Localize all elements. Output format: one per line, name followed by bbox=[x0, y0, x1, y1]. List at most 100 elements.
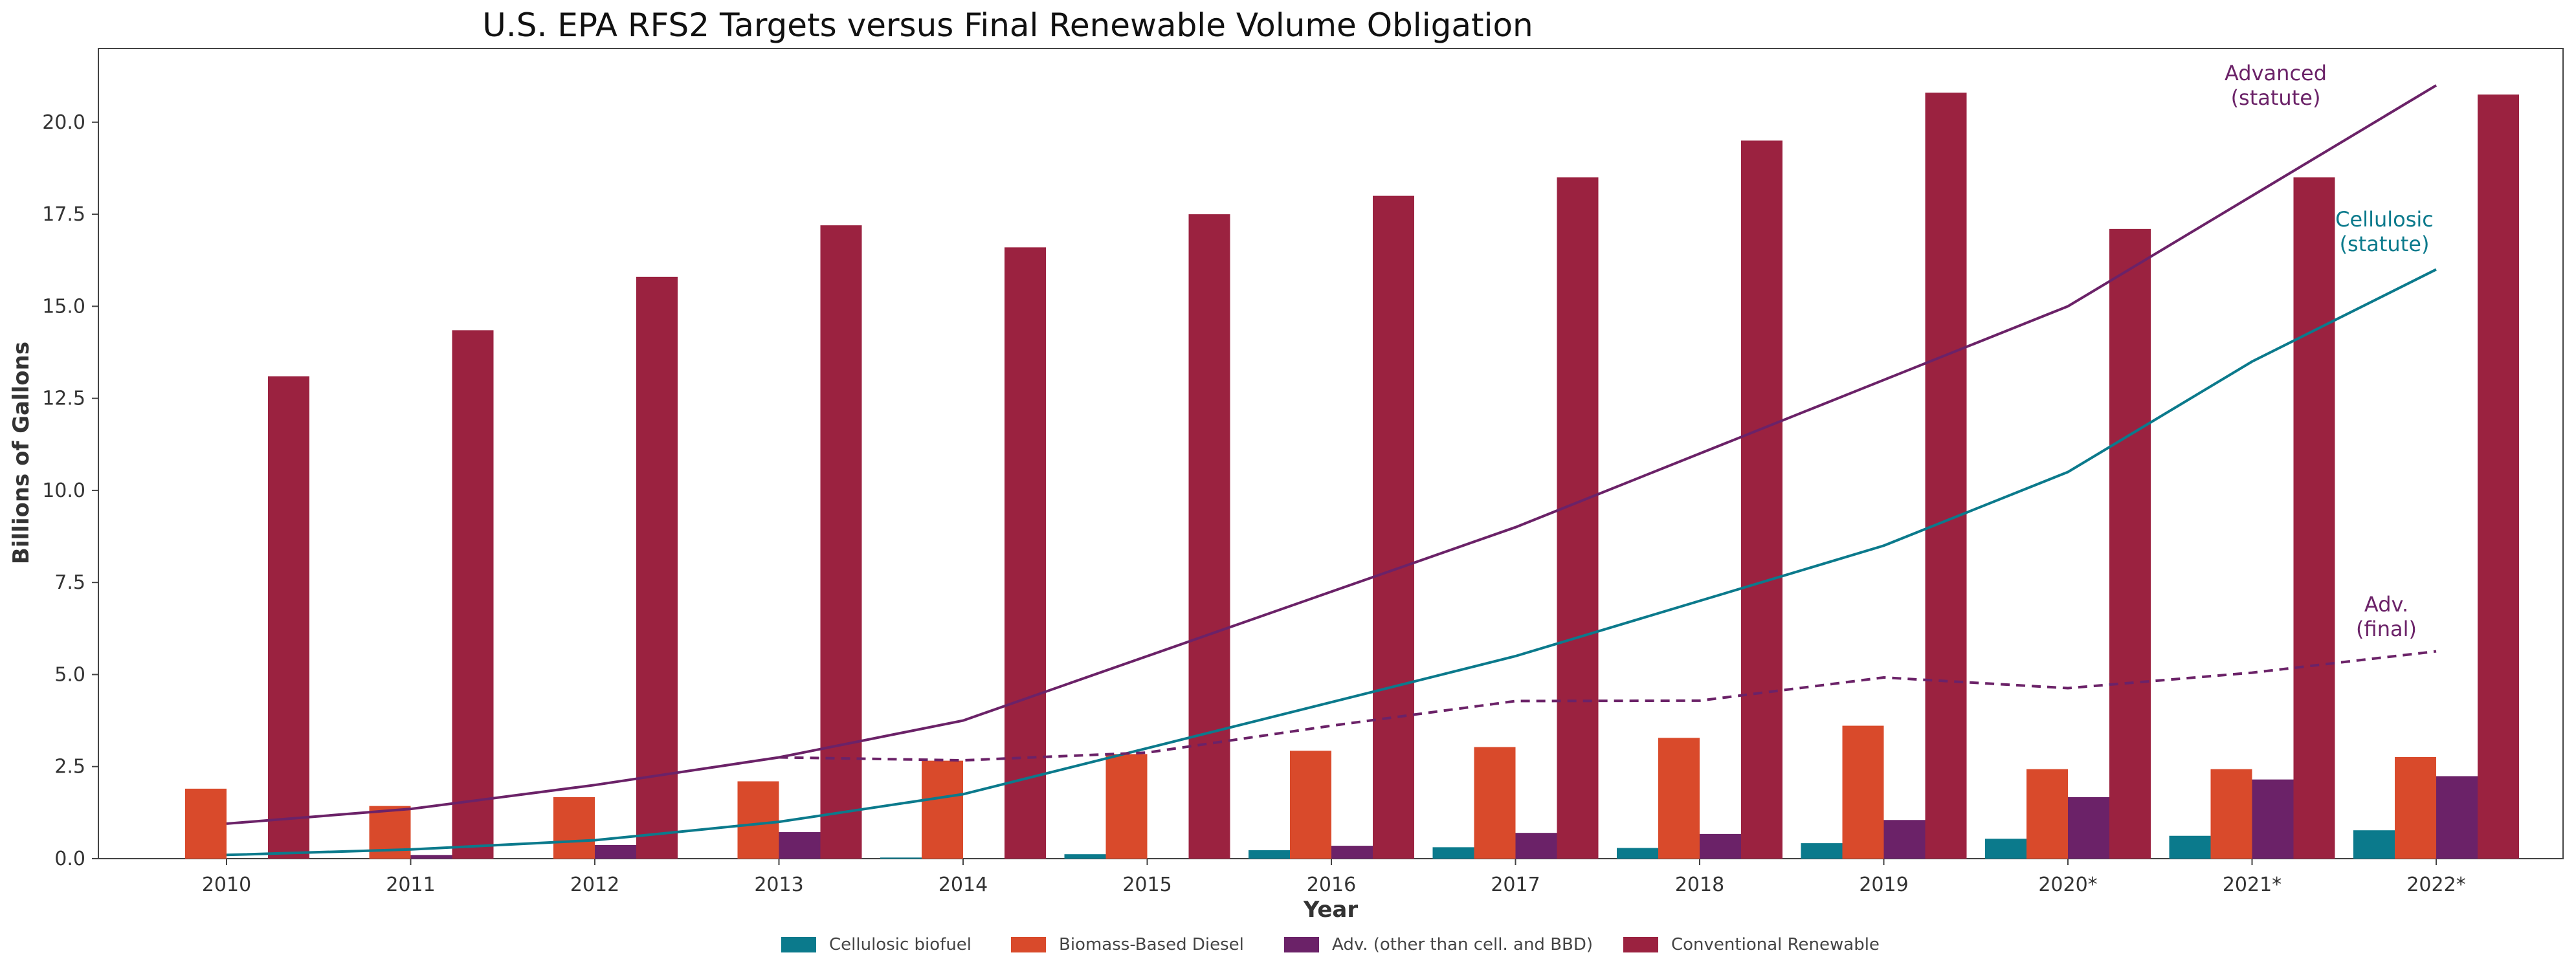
annotations-group: Advanced(statute)Cellulosic(statute)Adv.… bbox=[2225, 61, 2434, 641]
bar bbox=[553, 797, 595, 859]
legend-label: Adv. (other than cell. and BBD) bbox=[1332, 935, 1593, 954]
line-annotation: Adv. bbox=[2364, 592, 2408, 617]
bar bbox=[2353, 830, 2395, 859]
line-annotation: (final) bbox=[2356, 617, 2417, 641]
bar-series bbox=[410, 776, 2478, 859]
bar bbox=[1064, 854, 1106, 859]
bar bbox=[1700, 833, 1741, 859]
line bbox=[226, 268, 2437, 857]
bar bbox=[410, 855, 452, 859]
bar bbox=[1515, 833, 1557, 859]
bar bbox=[1658, 738, 1700, 859]
bar bbox=[880, 857, 922, 859]
line bbox=[226, 84, 2437, 825]
bar bbox=[2395, 756, 2436, 859]
bar bbox=[820, 225, 862, 859]
y-axis: 0.0 2.5 5.0 7.5 10.0 12.5 15.0 17.5 20.0 bbox=[42, 111, 98, 870]
line-annotation: (statute) bbox=[2340, 232, 2430, 256]
y-tick-label: 20.0 bbox=[42, 111, 85, 134]
bar-series bbox=[268, 93, 2519, 859]
y-tick-label: 12.5 bbox=[42, 388, 85, 410]
legend-label: Conventional Renewable bbox=[1671, 935, 1880, 954]
x-tick-label: 2022* bbox=[2406, 874, 2465, 896]
y-axis-title: Billions of Gallons bbox=[8, 342, 34, 564]
bar bbox=[922, 760, 963, 859]
x-axis-title: Year bbox=[1303, 897, 1359, 923]
bar bbox=[2293, 177, 2335, 859]
bar bbox=[1741, 140, 1782, 859]
y-tick-label: 5.0 bbox=[54, 663, 85, 686]
bar bbox=[1842, 725, 1884, 859]
bar bbox=[2478, 94, 2519, 859]
bar bbox=[737, 781, 779, 859]
bar bbox=[1985, 839, 2026, 859]
line-annotation: (statute) bbox=[2231, 85, 2321, 110]
x-axis: 2010 2011 2012 2013 2014 2015 2016 2017 2018 2019… bbox=[202, 859, 2466, 896]
x-tick-label: 2018 bbox=[1675, 874, 1724, 896]
legend-item: Conventional Renewable bbox=[1623, 935, 1880, 954]
bar bbox=[636, 276, 678, 859]
x-tick-label: 2010 bbox=[202, 874, 251, 896]
bar-series bbox=[185, 725, 2436, 859]
x-tick-label: 2015 bbox=[1122, 874, 1171, 896]
y-tick-label: 0.0 bbox=[54, 848, 85, 870]
chart-title: U.S. EPA RFS2 Targets versus Final Renew… bbox=[482, 6, 1533, 44]
x-tick-label: 2014 bbox=[938, 874, 988, 896]
bar-series bbox=[880, 830, 2395, 859]
bar bbox=[2068, 797, 2109, 859]
x-tick-label: 2012 bbox=[570, 874, 619, 896]
legend-swatch bbox=[1623, 937, 1658, 952]
bar bbox=[1249, 850, 1290, 859]
legend-swatch bbox=[1284, 937, 1319, 952]
bar bbox=[595, 844, 636, 859]
bar bbox=[1883, 820, 1926, 859]
bar bbox=[1105, 754, 1148, 859]
legend: Cellulosic biofuel Biomass-Based Diesel Ad… bbox=[781, 935, 1880, 954]
dashed-line bbox=[779, 650, 2437, 762]
legend-item: Adv. (other than cell. and BBD) bbox=[1284, 935, 1593, 954]
bar bbox=[2210, 769, 2252, 859]
bar bbox=[2169, 835, 2211, 859]
y-tick-label: 10.0 bbox=[42, 479, 85, 502]
legend-swatch bbox=[781, 937, 816, 952]
y-tick-label: 2.5 bbox=[54, 756, 85, 778]
bar bbox=[185, 788, 227, 859]
x-tick-label: 2017 bbox=[1491, 874, 1540, 896]
x-tick-label: 2020* bbox=[2038, 874, 2097, 896]
bar bbox=[2026, 769, 2068, 859]
bar bbox=[452, 330, 494, 859]
x-tick-label: 2021* bbox=[2223, 874, 2282, 896]
y-tick-label: 15.0 bbox=[42, 295, 85, 318]
x-tick-label: 2011 bbox=[386, 874, 435, 896]
y-tick-label: 7.5 bbox=[54, 571, 85, 594]
bar bbox=[1557, 177, 1599, 859]
bar bbox=[1005, 247, 1046, 859]
bar bbox=[268, 376, 309, 859]
bar bbox=[1188, 214, 1230, 859]
bar bbox=[1617, 848, 1658, 859]
bar bbox=[779, 832, 821, 859]
legend-swatch bbox=[1011, 937, 1046, 952]
y-tick-label: 17.5 bbox=[42, 203, 85, 226]
legend-item: Cellulosic biofuel bbox=[781, 935, 972, 954]
bar bbox=[1373, 195, 1414, 859]
bar bbox=[1925, 93, 1967, 859]
x-tick-label: 2013 bbox=[754, 874, 803, 896]
legend-label: Cellulosic biofuel bbox=[829, 935, 972, 954]
legend-item: Biomass-Based Diesel bbox=[1011, 935, 1244, 954]
lines-group bbox=[226, 84, 2437, 857]
x-tick-label: 2019 bbox=[1859, 874, 1908, 896]
bar bbox=[2436, 776, 2478, 859]
bar bbox=[1432, 847, 1474, 859]
line-annotation: Cellulosic bbox=[2335, 207, 2434, 232]
bar bbox=[1474, 747, 1516, 859]
bar bbox=[2109, 228, 2151, 859]
line-annotation: Advanced bbox=[2225, 61, 2327, 85]
bar bbox=[1801, 843, 1843, 859]
bar bbox=[1331, 846, 1373, 859]
bar bbox=[1290, 751, 1331, 859]
x-tick-label: 2016 bbox=[1307, 874, 1356, 896]
legend-label: Biomass-Based Diesel bbox=[1059, 935, 1244, 954]
